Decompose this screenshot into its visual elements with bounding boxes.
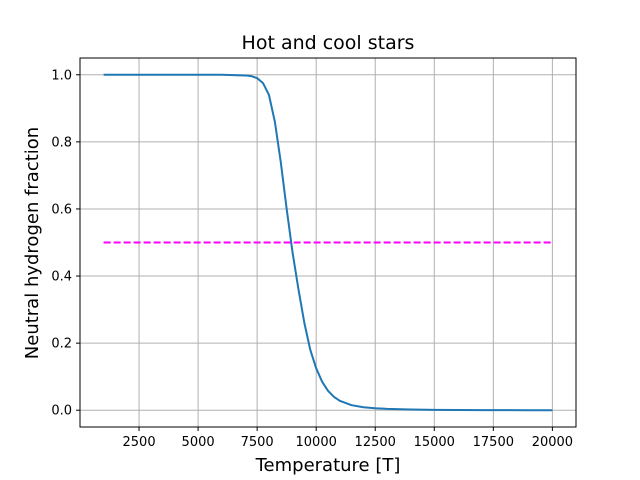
- x-tick-label: 12500: [355, 435, 396, 450]
- x-tick-label: 17500: [473, 435, 514, 450]
- x-tick-label: 15000: [414, 435, 455, 450]
- series-line: [103, 73, 553, 412]
- x-tick-label: 20000: [532, 435, 573, 450]
- y-tick-label: 1.0: [51, 68, 72, 83]
- y-tick-label: 0.0: [51, 404, 72, 419]
- chart-title: Hot and cool stars: [242, 32, 415, 54]
- y-axis-label: Neutral hydrogen fraction: [22, 127, 43, 359]
- plot-area: [103, 73, 553, 412]
- x-tick-label: 10000: [296, 435, 337, 450]
- x-tick-label: 5000: [182, 435, 215, 450]
- y-tick-label: 0.2: [51, 337, 72, 352]
- y-tick-label: 0.8: [51, 135, 72, 150]
- y-tick-label: 0.6: [51, 202, 72, 217]
- x-tick-label: 7500: [241, 435, 274, 450]
- y-tick-label: 0.4: [51, 270, 72, 285]
- x-axis: 2500 5000 7500 10000 12500 15000 17500 20000: [123, 427, 573, 450]
- plot-frame: [79, 57, 577, 428]
- y-axis: 0.0 0.2 0.4 0.6 0.8 1.0: [51, 68, 80, 419]
- x-tick-label: 2500: [123, 435, 156, 450]
- x-axis-label: Temperature [T]: [255, 455, 401, 476]
